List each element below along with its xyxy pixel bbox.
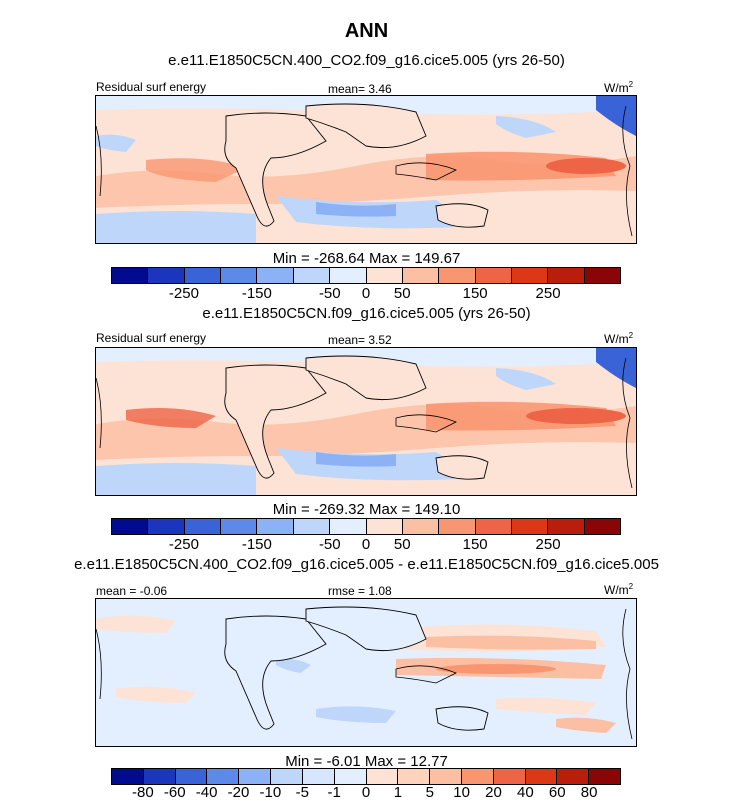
colorbar-swatch [221,519,258,534]
colorbar-tick: 250 [535,285,561,302]
colorbar-tick: -250 [168,536,199,553]
colorbar-swatch [330,268,367,283]
colorbar-swatch [143,769,176,784]
panel-1-units-label: W/m2 [604,80,634,95]
colorbar-swatch [334,769,367,784]
colorbar-tick: -60 [163,784,186,801]
colorbar-tick: -150 [241,536,272,553]
colorbar-swatch [293,519,331,534]
colorbar-swatch [293,268,331,283]
colorbar-swatch [112,769,144,784]
figure-title: ANN [344,20,389,42]
colorbar-swatch [112,519,149,534]
panel-1-colorbar [111,267,621,284]
colorbar-tick: 150 [462,536,488,553]
panel-3-mean-label: mean = -0.06 [96,584,168,598]
colorbar-swatch [148,519,185,534]
colorbar-swatch [257,268,294,283]
colorbar-swatch [548,519,585,534]
panel-2-colorbar-ticks: -250 -150 -50 0 50 150 250 [111,536,621,556]
colorbar-swatch [366,519,403,534]
colorbar-tick: -10 [259,784,282,801]
colorbar-tick: 0 [361,784,371,801]
colorbar-swatch [366,268,403,283]
panel-1-colorbar-ticks: -250 -150 -50 0 50 150 250 [111,285,621,305]
panel-1-title: e.e11.E1850C5CN.400_CO2.f09_g16.cice5.00… [168,52,565,69]
panel-3-colorbar [111,768,621,785]
colorbar-tick: 0 [361,536,371,553]
panel-2-colorbar [111,518,621,535]
colorbar-tick: -5 [295,784,309,801]
colorbar-swatch [221,268,258,283]
colorbar-swatch [112,268,149,283]
panel-1-map [95,95,637,244]
colorbar-tick: 5 [425,784,434,801]
colorbar-swatch [402,519,440,534]
colorbar-swatch [184,519,222,534]
colorbar-swatch [584,268,621,283]
colorbar-tick: -80 [132,784,154,801]
panel-1-mean-label: mean= 3.46 [328,82,392,96]
colorbar-swatch [271,769,303,784]
panel-2-map [95,347,637,496]
panel-2-minmax: Min = -269.32 Max = 149.10 [272,501,461,518]
panel-3-units-label: W/m2 [604,582,634,597]
panel-2-units-label: W/m2 [604,331,634,346]
colorbar-tick: -250 [168,285,199,302]
panel-2-title: e.e11.E1850C5CN.f09_g16.cice5.005 (yrs 2… [202,305,531,322]
panel-3-map [95,598,637,747]
panel-3-minmax: Min = -6.01 Max = 12.77 [285,753,448,770]
panel-2-field-label: Residual surf energy [96,331,207,345]
colorbar-swatch [184,268,222,283]
colorbar-tick: 40 [517,784,534,801]
colorbar-tick: -1 [327,784,341,801]
panel-3-colorbar-ticks: -80 -60 -40 -20 -10 -5 -1 0 1 5 10 20 40… [111,784,621,804]
colorbar-swatch [439,519,476,534]
colorbar-swatch [439,268,476,283]
colorbar-swatch [475,268,512,283]
colorbar-swatch [511,268,549,283]
colorbar-tick: 60 [548,784,566,801]
colorbar-tick: 80 [580,784,598,801]
colorbar-swatch [148,268,185,283]
colorbar-swatch [461,769,494,784]
colorbar-swatch [430,769,462,784]
colorbar-tick: -40 [195,784,218,801]
colorbar-tick: -150 [241,285,272,302]
colorbar-swatch [548,268,585,283]
panel-1-field-label: Residual surf energy [96,80,207,94]
colorbar-tick: -20 [227,784,250,801]
colorbar-tick: 150 [462,285,488,302]
colorbar-swatch [475,519,512,534]
colorbar-swatch [557,769,590,784]
colorbar-swatch [330,519,367,534]
colorbar-swatch [402,268,440,283]
colorbar-swatch [257,519,294,534]
colorbar-swatch [511,519,549,534]
colorbar-tick: 20 [485,784,502,801]
colorbar-swatch [366,769,399,784]
colorbar-swatch [525,769,558,784]
panel-2-mean-label: mean= 3.52 [328,333,392,347]
colorbar-tick: 1 [393,784,403,801]
colorbar-tick: -50 [318,285,341,302]
colorbar-tick: 0 [361,285,371,302]
colorbar-swatch [589,769,620,784]
colorbar-tick: -50 [318,536,341,553]
colorbar-tick: 50 [393,285,411,302]
panel-3-title: e.e11.E1850C5CN.400_CO2.f09_g16.cice5.00… [74,556,659,573]
panel-3-rmse-label: rmse = 1.08 [328,584,392,598]
colorbar-swatch [584,519,621,534]
colorbar-swatch [302,769,335,784]
colorbar-tick: 50 [393,536,411,553]
colorbar-swatch [175,769,208,784]
colorbar-swatch [398,769,431,784]
colorbar-tick: 10 [453,784,470,801]
panel-1-minmax: Min = -268.64 Max = 149.67 [272,250,461,267]
colorbar-swatch [207,769,240,784]
colorbar-swatch [239,769,272,784]
colorbar-tick: 250 [535,536,561,553]
colorbar-swatch [493,769,526,784]
